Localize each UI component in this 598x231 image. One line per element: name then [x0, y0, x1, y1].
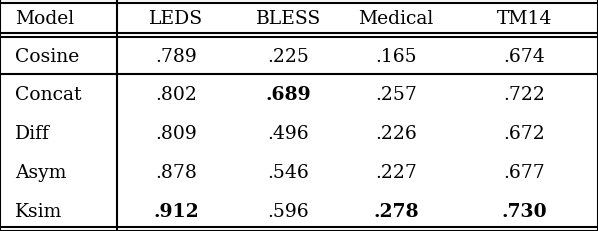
Text: .225: .225: [267, 47, 310, 65]
Text: .674: .674: [504, 47, 545, 65]
Text: .730: .730: [501, 203, 547, 220]
Text: .257: .257: [375, 85, 417, 103]
Text: .878: .878: [155, 163, 197, 181]
Text: .278: .278: [373, 203, 419, 220]
Text: Concat: Concat: [15, 85, 81, 103]
Text: Ksim: Ksim: [15, 203, 62, 220]
Text: Cosine: Cosine: [15, 47, 79, 65]
Text: BLESS: BLESS: [256, 10, 321, 28]
Text: .722: .722: [503, 85, 545, 103]
Text: .226: .226: [376, 124, 417, 142]
Text: .165: .165: [376, 47, 417, 65]
Text: Diff: Diff: [15, 124, 50, 142]
Text: .227: .227: [375, 163, 417, 181]
Text: Medical: Medical: [359, 10, 434, 28]
Text: TM14: TM14: [496, 10, 552, 28]
Text: .546: .546: [268, 163, 309, 181]
Text: .789: .789: [155, 47, 197, 65]
Text: LEDS: LEDS: [150, 10, 203, 28]
Text: Asym: Asym: [15, 163, 66, 181]
Text: .677: .677: [504, 163, 545, 181]
Text: .496: .496: [268, 124, 309, 142]
Text: .596: .596: [268, 203, 309, 220]
Text: .672: .672: [504, 124, 545, 142]
Text: Model: Model: [15, 10, 74, 28]
Text: .809: .809: [155, 124, 197, 142]
Text: .912: .912: [154, 203, 199, 220]
Text: .802: .802: [155, 85, 197, 103]
Text: .689: .689: [266, 85, 312, 103]
